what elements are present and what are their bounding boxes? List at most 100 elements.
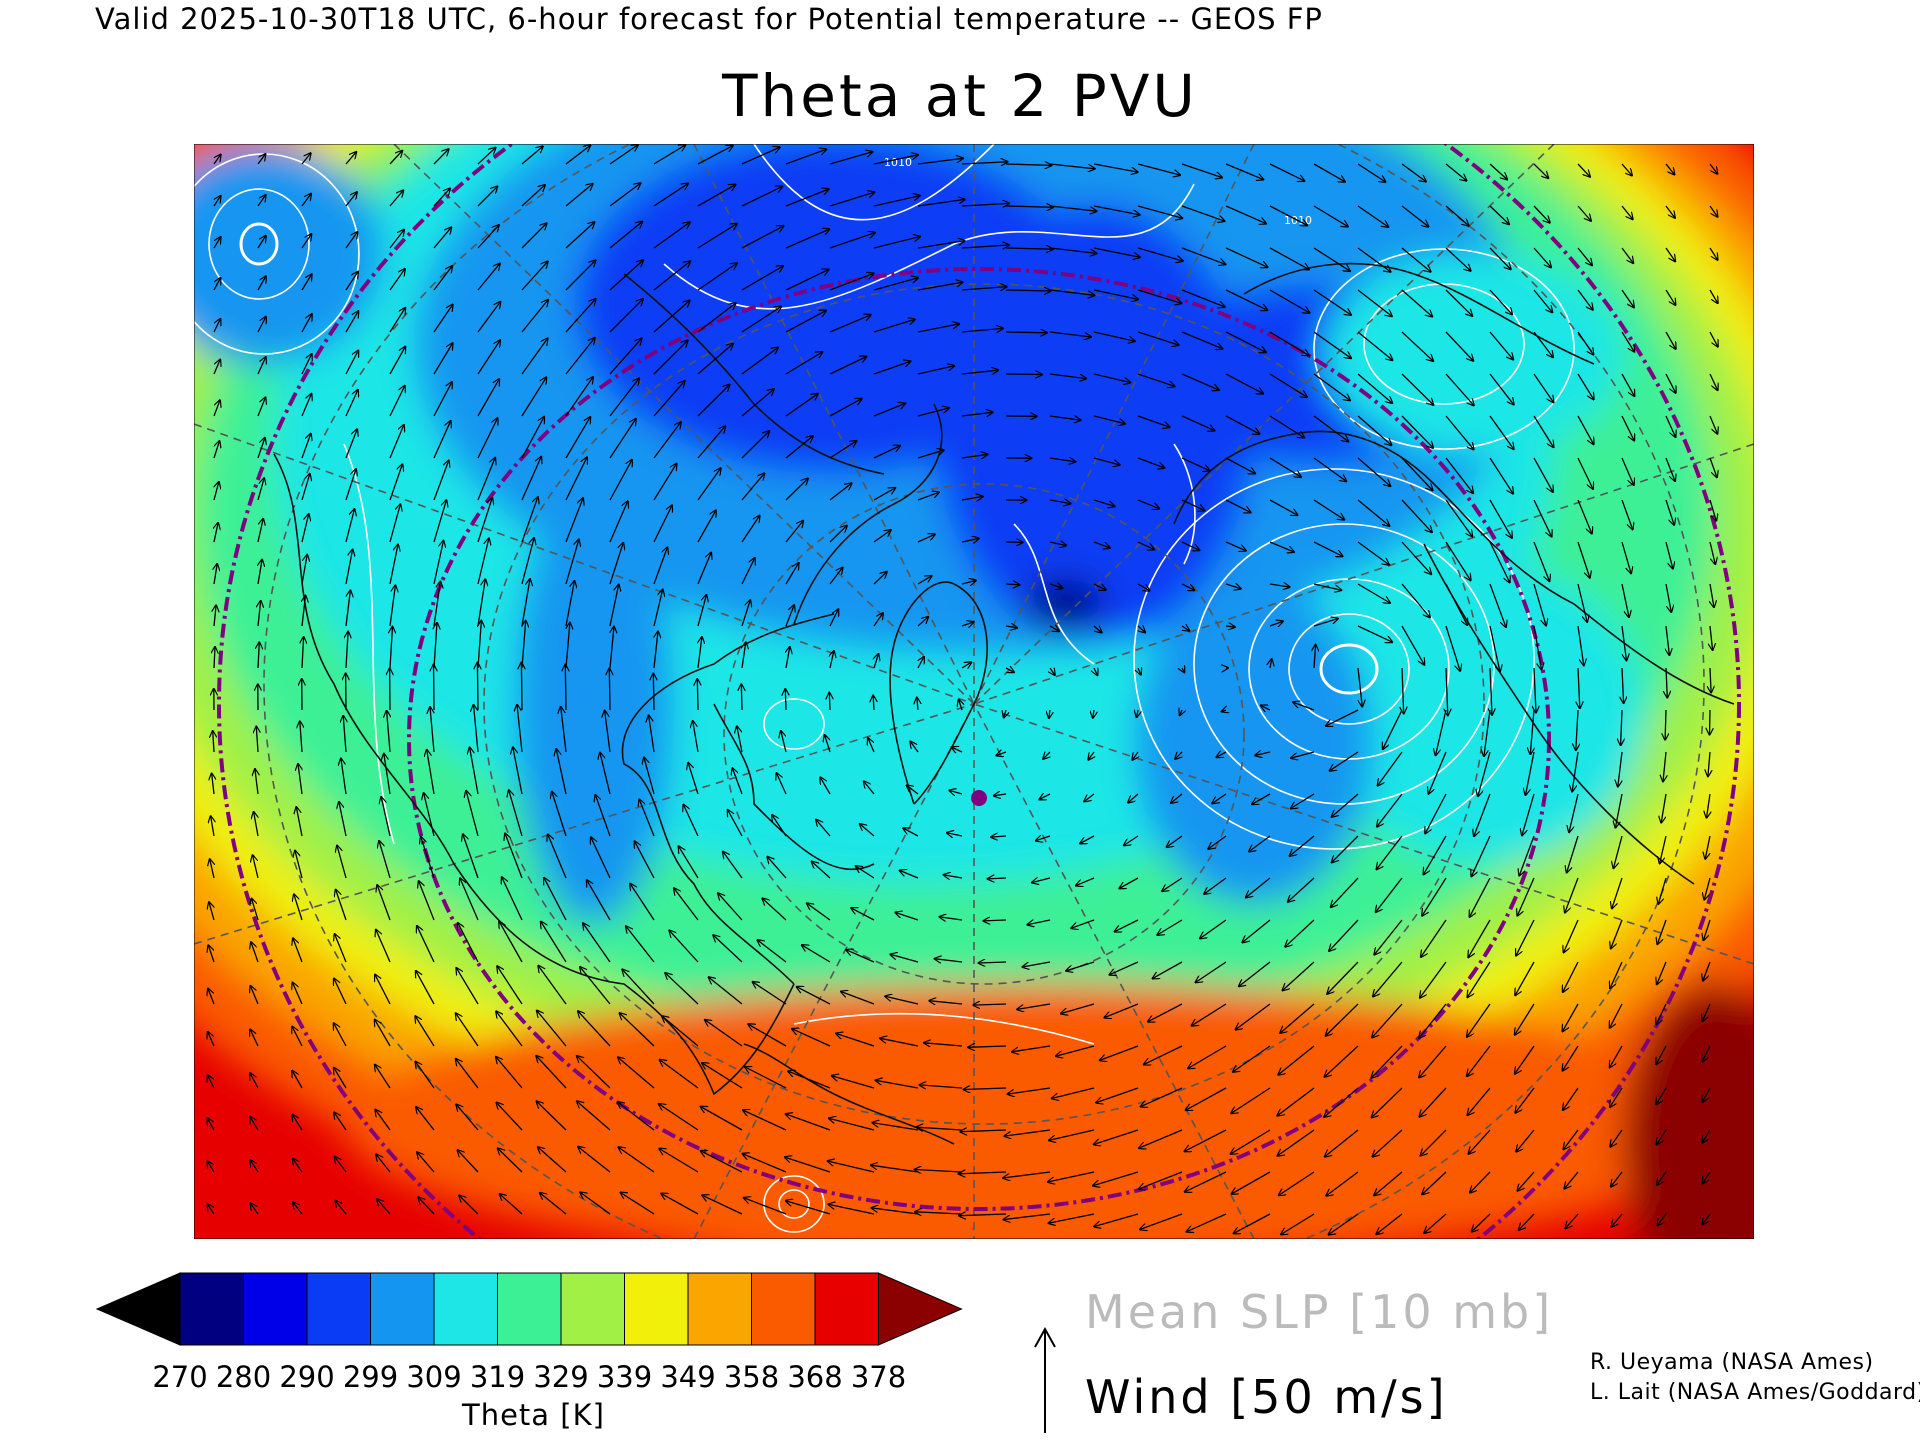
wind-vector bbox=[873, 237, 920, 249]
wind-vector bbox=[917, 408, 949, 417]
wind-vector bbox=[1665, 373, 1676, 393]
wind-vector bbox=[846, 950, 875, 963]
wind-vector bbox=[1052, 1087, 1095, 1099]
wind-vector bbox=[1137, 373, 1175, 386]
wind-vector bbox=[336, 890, 347, 921]
wind-vector bbox=[1666, 667, 1667, 698]
wind-vector bbox=[1621, 163, 1632, 176]
wind-vector bbox=[433, 149, 449, 165]
wind-vector bbox=[1577, 583, 1587, 622]
wind-vector bbox=[697, 679, 698, 711]
wind-vector bbox=[1004, 709, 1006, 718]
wind-vector bbox=[565, 539, 579, 585]
theta-colorbar bbox=[95, 1272, 963, 1346]
wind-vector bbox=[1175, 752, 1182, 759]
wind-vector bbox=[1269, 541, 1294, 552]
wind-vector bbox=[390, 627, 393, 669]
wind-vector bbox=[1049, 247, 1097, 253]
wind-vector bbox=[1516, 1129, 1535, 1152]
wind-vector bbox=[1269, 247, 1309, 270]
wind-vector bbox=[292, 1071, 303, 1089]
wind-vector bbox=[301, 474, 310, 501]
wind-vector bbox=[1093, 247, 1140, 257]
wind-vector bbox=[213, 154, 221, 165]
wind-vector bbox=[1422, 1171, 1447, 1195]
graticule-line bbox=[194, 423, 975, 705]
field-cold-trough bbox=[514, 484, 674, 924]
wind-vector bbox=[301, 555, 307, 585]
wind-vector bbox=[1372, 1003, 1403, 1038]
wind-vector bbox=[214, 523, 218, 543]
wind-vector bbox=[1225, 415, 1260, 434]
wind-vector bbox=[213, 400, 220, 417]
wind-vector bbox=[1048, 1213, 1095, 1223]
wind-vector bbox=[1313, 163, 1345, 182]
wind-vector bbox=[1621, 709, 1622, 745]
wind-vector bbox=[1533, 499, 1552, 537]
wind-vector bbox=[1128, 793, 1139, 803]
wind-vector bbox=[1088, 751, 1094, 760]
wind-vector bbox=[653, 505, 672, 543]
wind-vector bbox=[1080, 835, 1095, 844]
wind-vector bbox=[1665, 247, 1675, 262]
wind-vector bbox=[871, 1208, 919, 1215]
wind-vector bbox=[600, 753, 611, 795]
wind-vector bbox=[917, 282, 963, 291]
wind-vector bbox=[375, 1019, 391, 1047]
slp-contour bbox=[763, 1175, 825, 1233]
wind-vector bbox=[565, 299, 596, 333]
wind-vector bbox=[1357, 415, 1392, 445]
wind-vector bbox=[595, 795, 611, 837]
wind-vector bbox=[1704, 877, 1711, 900]
wind-vector bbox=[1048, 1171, 1095, 1182]
wind-vector bbox=[1610, 1045, 1623, 1068]
wind-vector bbox=[1269, 163, 1305, 181]
wind-vector bbox=[1657, 919, 1667, 944]
colorbar-cell bbox=[370, 1272, 435, 1346]
wind-vector bbox=[1489, 541, 1510, 583]
wind-vector bbox=[609, 299, 643, 333]
wind-vector bbox=[1533, 247, 1551, 268]
colorbar-tick-label: 309 bbox=[406, 1360, 462, 1394]
wind-vector bbox=[1269, 415, 1304, 438]
wind-vector bbox=[1313, 205, 1348, 227]
wind-vector bbox=[1313, 289, 1351, 315]
wind-vector bbox=[860, 824, 875, 837]
wind-vector bbox=[741, 186, 783, 207]
wind-vector bbox=[1357, 457, 1391, 486]
wind-vector bbox=[1484, 709, 1491, 756]
wind-vector bbox=[1181, 289, 1225, 307]
wind-vector bbox=[1611, 1171, 1623, 1187]
wind-vector bbox=[1665, 205, 1675, 218]
wind-vector bbox=[745, 1067, 787, 1089]
wind-vector bbox=[561, 707, 567, 753]
wind-vector bbox=[961, 245, 1009, 248]
coastline-north-america-west bbox=[273, 453, 795, 1096]
wind-vector bbox=[709, 977, 743, 1005]
wind-vector bbox=[785, 605, 794, 627]
wind-vector bbox=[1446, 667, 1448, 716]
wind-vector bbox=[544, 878, 567, 921]
wind-vector bbox=[741, 347, 778, 375]
wind-vector bbox=[1140, 1213, 1183, 1230]
wind-vector bbox=[697, 385, 730, 417]
wind-vector bbox=[207, 1204, 215, 1215]
wind-vector bbox=[1383, 709, 1403, 749]
wind-vector bbox=[1515, 1087, 1535, 1113]
wind-vector bbox=[466, 791, 479, 837]
wind-vector bbox=[1137, 541, 1154, 550]
wind-vector bbox=[797, 987, 831, 1005]
wind-vector bbox=[1468, 919, 1491, 957]
wind-vector bbox=[433, 460, 449, 501]
wind-vector bbox=[1565, 877, 1579, 913]
wind-vector bbox=[1277, 1087, 1315, 1116]
wind-vector bbox=[665, 973, 699, 1005]
wind-vector bbox=[346, 632, 348, 669]
wind-vector bbox=[1577, 625, 1584, 666]
wind-vector bbox=[1402, 667, 1404, 714]
wind-vector bbox=[1533, 541, 1550, 581]
wind-vector bbox=[345, 590, 350, 627]
wind-vector bbox=[1577, 415, 1594, 444]
wind-vector bbox=[1657, 961, 1667, 985]
wind-vector bbox=[1622, 667, 1624, 703]
